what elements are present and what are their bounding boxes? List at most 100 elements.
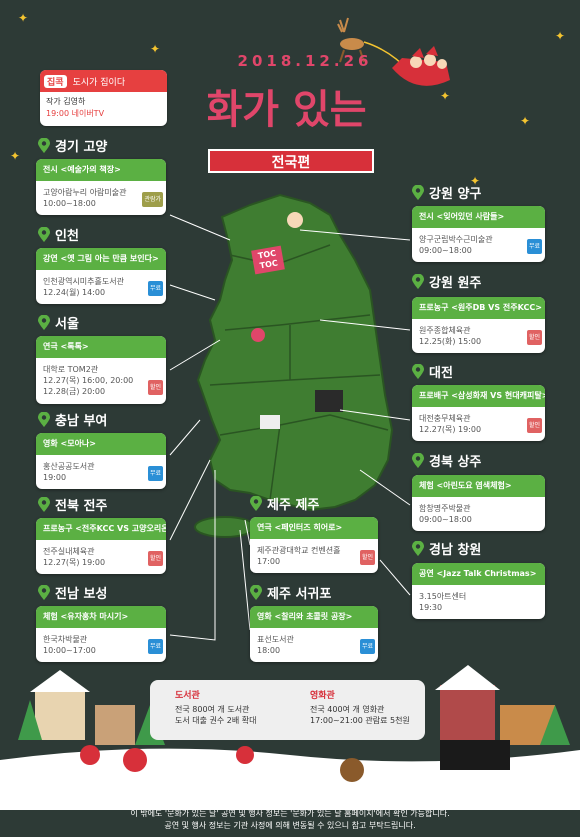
stay-home-notice-card: 집콕 도시가 집이다 작가 김영하 19:00 네이버TV [40,70,167,126]
location-pin-icon [38,585,50,600]
region-label-gangwon-wonju: 강원 원주 [412,272,481,291]
star-icon: ✦ [10,149,21,163]
discount-tag: 할인 [359,550,375,565]
footer-notice: 이 밖에도 '문화가 있는 날' 공연 및 행사 정보는 '문화가 있는 날 홈… [0,808,580,832]
notice-line-2: 19:00 네이버TV [46,109,105,118]
library-line-1: 전국 800여 개 도서관 [175,705,250,714]
cinema-line-2: 17:00~21:00 관람료 5천원 [310,716,410,725]
event-time: 12.25(화) 15:00 [419,337,482,346]
location-pin-icon [250,496,262,511]
event-venue: 홍산공공도서관 [43,462,95,471]
location-pin-icon [412,274,424,289]
event-card-gyeongbuk-sangju: 체험 <아린도요 염색체험> 함창명주박물관 09:00~18:00 [412,475,545,531]
poster-title-logo: 문화가 있는 날 [208,87,378,133]
star-icon: ✦ [555,29,566,43]
event-title: 영화 <찰리와 초콜릿 공장> [250,606,378,628]
event-title: 강연 <옛 그림 아는 만큼 보인다> [36,248,166,270]
location-pin-icon [250,585,262,600]
event-venue: 양구군립박수근미술관 [419,235,493,244]
region-label-incheon: 인천 [38,225,79,244]
event-card-gangwon-wonju: 프로농구 <원주DB VS 전주KCC> 원주종합체육관 12.25(화) 15… [412,297,545,353]
event-card-incheon: 강연 <옛 그림 아는 만큼 보인다> 인천광역시미추홀도서관 12.24(월)… [36,248,166,304]
event-time: 10:00~18:00 [43,199,96,208]
star-icon: ✦ [150,42,161,56]
event-time: 12.24(월) 14:00 [43,288,106,297]
event-venue: 함창명주박물관 [419,504,471,513]
event-title: 체험 <아린도요 염색체험> [412,475,545,497]
free-tag: 무료 [147,466,163,481]
event-time: 17:00 [257,557,281,566]
footer-line-1: 이 밖에도 '문화가 있는 날' 공연 및 행사 정보는 '문화가 있는 날 홈… [130,809,450,818]
event-venue: 3.15아트센터 [419,592,467,601]
event-venue: 한국차박물관 [43,635,88,644]
event-card-jeju-jeju: 연극 <페인터즈 히어로> 제주관광대학교 컨벤션홀 17:00 할인 [250,517,378,573]
event-venue: 전주실내체육관 [43,547,95,556]
star-icon: ✦ [470,174,481,188]
event-card-seoul: 연극 <톡톡> 대학로 TOM2관 12.27(목) 16:00, 20:00 … [36,336,166,404]
free-tag: 무료 [147,639,163,654]
winter-village-illustration [0,665,580,810]
event-card-gyeonggi-goyang: 전시 <예술가의 책장> 고양아람누리 아람미술관 10:00~18:00 관람… [36,159,166,215]
location-pin-icon [412,364,424,379]
location-pin-icon [38,412,50,427]
event-venue: 원주종합체육관 [419,326,471,335]
event-title: 전시 <잊어있던 사람들> [412,206,545,228]
event-time: 10:00~17:00 [43,646,96,655]
event-title: 프로농구 <원주DB VS 전주KCC> [412,297,545,319]
svg-text:문화가 있는 날: 문화가 있는 날 [208,87,378,133]
event-venue: 대학로 TOM2관 [43,365,99,374]
region-label-jeju-jeju: 제주 제주 [250,494,319,513]
location-pin-icon [38,138,50,153]
library-cinema-info-box: 도서관 전국 800여 개 도서관 도서 대출 권수 2배 확대 영화관 전국 … [150,680,425,740]
region-label-daejeon: 대전 [412,362,453,381]
event-venue: 인천광역시미추홀도서관 [43,277,124,286]
event-title: 프로배구 <삼성화재 VS 현대캐피탈> [412,385,545,407]
location-pin-icon [38,315,50,330]
santa-sleigh-illustration [337,17,450,86]
discount-tag: 할인 [147,551,163,566]
event-time: 09:00~18:00 [419,246,472,255]
event-title: 연극 <톡톡> [36,336,166,358]
event-venue: 고양아람누리 아람미술관 [43,188,127,197]
notice-slogan: 도시가 집이다 [72,77,126,88]
footer-line-2: 공연 및 행사 정보는 기관 사정에 의해 변동될 수 있으니 참고 부탁드립니… [164,821,416,830]
event-title: 전시 <예술가의 책장> [36,159,166,181]
event-venue: 표선도서관 [257,635,294,644]
event-card-jeonbuk-jeonju: 프로농구 <전주KCC VS 고양오리온> 전주실내체육관 12.27(목) 1… [36,518,166,574]
library-line-2: 도서 대출 권수 2배 확대 [175,716,257,725]
library-title: 도서관 [175,691,200,701]
location-pin-icon [38,497,50,512]
event-time: 18:00 [257,646,281,655]
region-label-jeonbuk-jeonju: 전북 전주 [38,495,107,514]
discount-tag: 할인 [526,330,542,345]
region-label-gyeongbuk-sangju: 경북 상주 [412,451,481,470]
discount-tag: 할인 [147,380,163,395]
event-time: 12.27(목) 16:00, 20:00 [43,376,134,385]
event-venue: 대전충무체육관 [419,414,471,423]
region-label-chungnam-buyeo: 충남 부여 [38,410,107,429]
location-pin-icon [38,227,50,242]
event-time: 12.27(목) 19:00 [419,425,482,434]
event-title: 체험 <유자홍차 마시기> [36,606,166,628]
event-card-jeonnam-boseong: 체험 <유자홍차 마시기> 한국차박물관 10:00~17:00 무료 [36,606,166,662]
event-date: 2018.12.26 [237,52,373,70]
event-title: 공연 <Jazz Talk Christmas> [412,563,545,585]
zipcok-brand-label: 집콕 [44,74,67,88]
free-tag: 무료 [526,239,542,254]
event-time: 12.27(목) 19:00 [43,558,106,567]
free-tag: 무료 [147,281,163,296]
event-card-gangwon-yanggu: 전시 <잊어있던 사람들> 양구군립박수근미술관 09:00~18:00 무료 [412,206,545,262]
event-card-gyeongnam-changwon: 공연 <Jazz Talk Christmas> 3.15아트센터 19:30 [412,563,545,619]
region-label-gyeongnam-changwon: 경남 창원 [412,539,481,558]
event-card-daejeon: 프로배구 <삼성화재 VS 현대캐피탈> 대전충무체육관 12.27(목) 19… [412,385,545,441]
region-label-gyeonggi-goyang: 경기 고양 [38,136,107,155]
star-icon: ✦ [18,11,29,25]
discount-tag: 할인 [526,418,542,433]
star-icon: ✦ [440,89,451,103]
cinema-line-1: 전국 400여 개 영화관 [310,705,385,714]
region-label-jeonnam-boseong: 전남 보성 [38,583,107,602]
notice-line-1: 작가 김영하 [46,97,86,106]
event-time: 09:00~18:00 [419,515,472,524]
event-venue: 제주관광대학교 컨벤션홀 [257,546,341,555]
